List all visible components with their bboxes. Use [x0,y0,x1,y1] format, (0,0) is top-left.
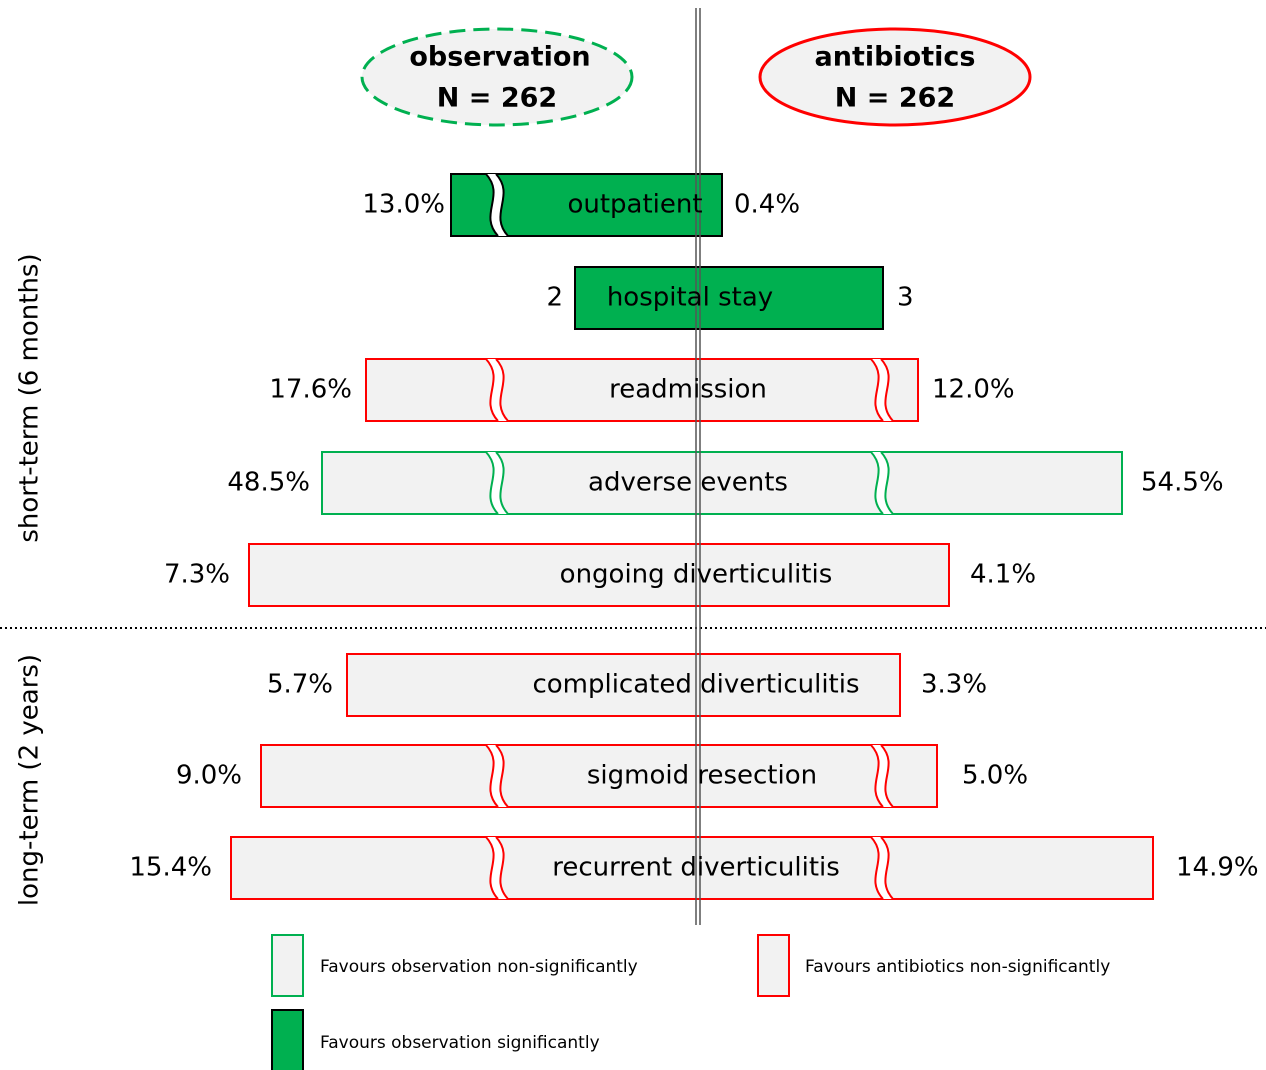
section-label: short-term (6 months) [15,253,45,542]
left-value: 17.6% [269,375,352,405]
axis-break [495,451,509,515]
left-value: 5.7% [267,670,333,700]
bar [574,266,884,330]
axis-break [485,836,499,900]
bar [321,451,1123,515]
right-value: 5.0% [962,761,1028,791]
legend-text: Favours observation significantly [320,1033,600,1053]
right-value: 54.5% [1141,468,1224,498]
group-ellipse [360,27,634,127]
right-value: 14.9% [1176,853,1259,883]
axis-break [880,836,894,900]
bar [260,744,938,808]
legend-swatch [271,1009,304,1070]
left-value: 2 [546,283,563,313]
axis-break [870,451,884,515]
row-label: outpatient [567,190,702,220]
bars [230,173,1154,900]
right-value: 0.4% [734,190,800,220]
legend-text: Favours observation non-significantly [320,957,638,977]
group-n: N = 262 [835,83,955,114]
legend-swatch [271,934,304,997]
labels: outpatient 13.0% 0.4% hospital stay 2 3 readmi… [129,190,1258,883]
group-title: observation [409,42,590,73]
group-ellipse [758,27,1032,127]
axis-break [880,451,894,515]
left-value: 48.5% [227,468,310,498]
axis-break [880,358,894,422]
right-value: 12.0% [932,375,1015,405]
row-label: hospital stay [607,283,773,313]
left-value: 7.3% [164,560,230,590]
axis-break [870,744,884,808]
section-label: long-term (2 years) [15,654,45,906]
axis-break [485,358,499,422]
row-label: readmission [609,375,767,405]
axis-break [495,744,509,808]
right-value: 4.1% [970,560,1036,590]
row-label: sigmoid resection [587,761,817,791]
axis-break [880,744,894,808]
right-value: 3 [897,283,914,313]
axis-break [495,358,509,422]
bar [248,543,950,607]
legend-swatch [757,934,790,997]
row-label: recurrent diverticulitis [552,853,840,883]
row-label: adverse events [588,468,788,498]
axis-break [870,358,884,422]
bar [365,358,919,422]
legend-text: Favours antibiotics non-significantly [805,957,1110,977]
left-value: 9.0% [176,761,242,791]
axis-break [495,173,509,237]
bar [346,653,901,717]
right-value: 3.3% [921,670,987,700]
axis-break [485,173,499,237]
axis-break [870,836,884,900]
row-label: complicated diverticulitis [532,670,859,700]
group-n: N = 262 [437,83,557,114]
bar [230,836,1154,900]
axis-break [485,744,499,808]
group-title: antibiotics [815,42,976,73]
axis-break [495,836,509,900]
axis-break [485,451,499,515]
left-value: 13.0% [362,190,445,220]
left-value: 15.4% [129,853,212,883]
row-label: ongoing diverticulitis [560,560,833,590]
